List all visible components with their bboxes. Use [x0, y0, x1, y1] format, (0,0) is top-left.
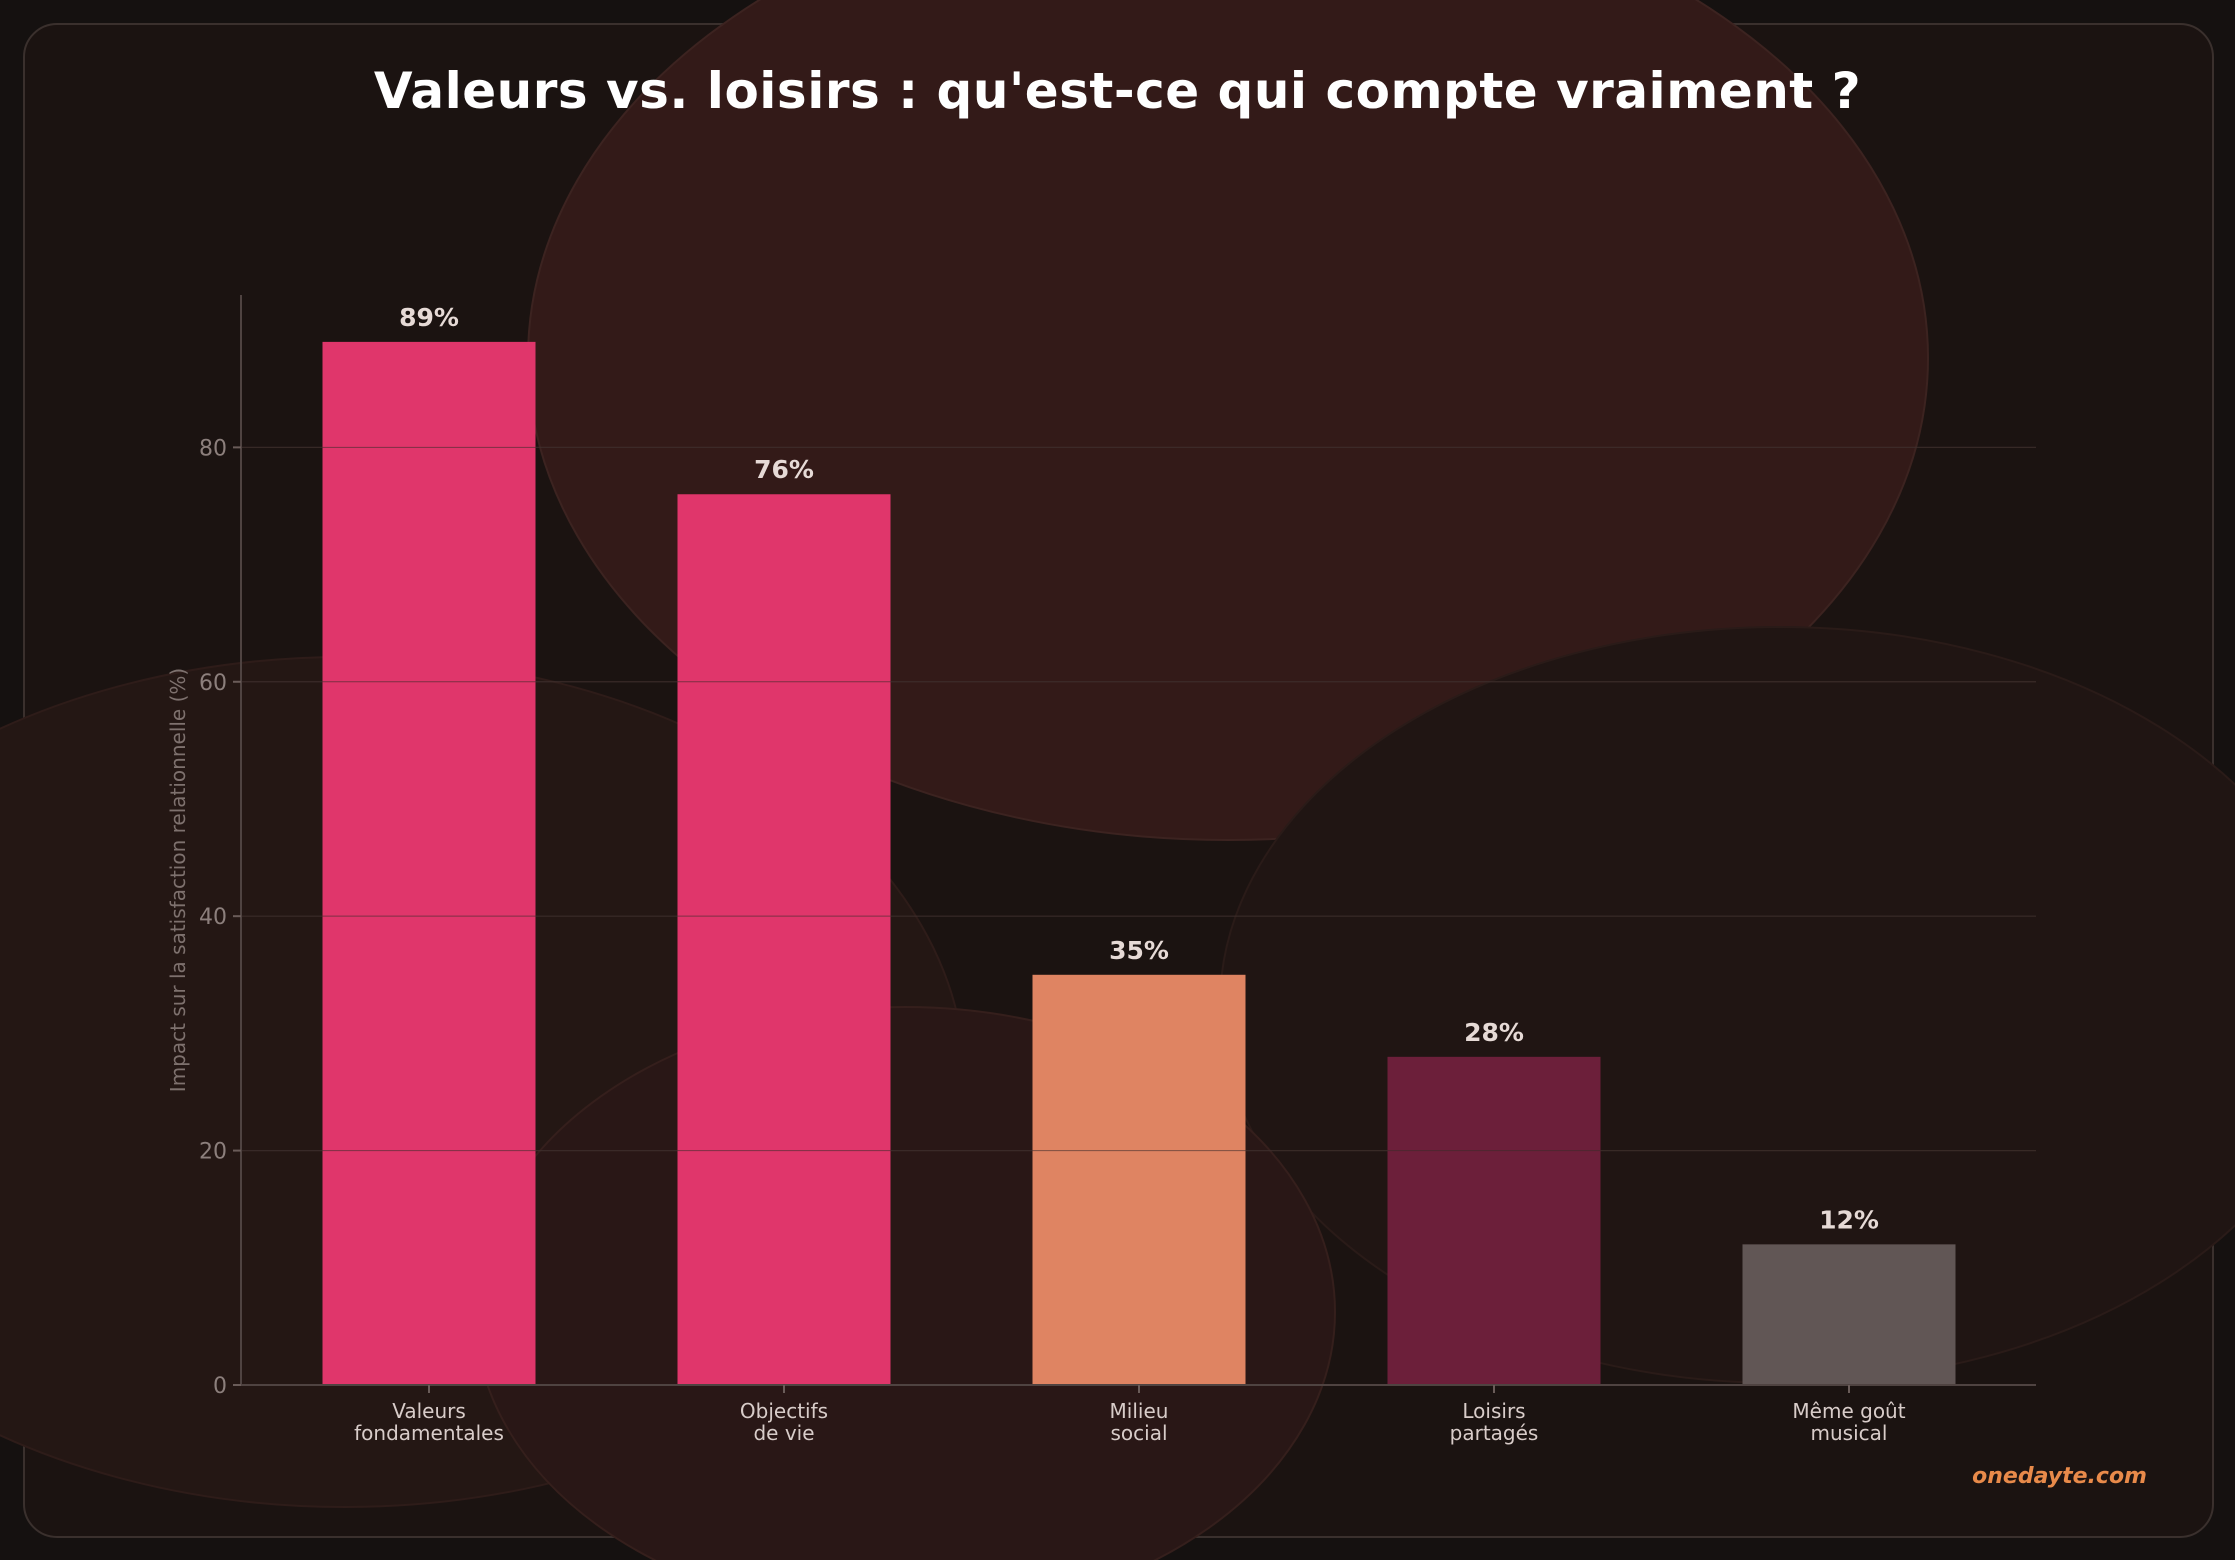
y-axis-label: Impact sur la satisfaction relationnelle… — [166, 668, 190, 1092]
chart-title: Valeurs vs. loisirs : qu'est-ce qui comp… — [373, 62, 1862, 120]
value-label-1: 76% — [754, 455, 814, 484]
bar-4 — [1742, 1244, 1956, 1385]
value-label-4: 12% — [1819, 1205, 1879, 1234]
y-tick-label-40: 40 — [199, 905, 227, 930]
value-label-2: 35% — [1109, 936, 1169, 965]
x-tick-label-0-1: fondamentales — [354, 1421, 504, 1445]
y-tick-label-0: 0 — [213, 1374, 227, 1399]
y-tick-label-20: 20 — [199, 1140, 227, 1165]
bar-2 — [1032, 974, 1246, 1385]
value-label-0: 89% — [399, 303, 459, 332]
y-tick-label-60: 60 — [199, 671, 227, 696]
x-tick-label-0-0: Valeurs — [392, 1399, 466, 1423]
bar-3 — [1387, 1056, 1601, 1385]
x-tick-label-1-0: Objectifs — [740, 1399, 828, 1423]
x-tick-label-4-0: Même goût — [1792, 1399, 1905, 1423]
bar-0 — [322, 341, 536, 1385]
x-tick-label-2-0: Milieu — [1110, 1399, 1169, 1423]
axes — [233, 295, 2036, 1393]
x-tick-label-1-1: de vie — [753, 1421, 814, 1445]
x-tick-label-2-1: social — [1110, 1421, 1167, 1445]
bars — [241, 341, 2036, 1385]
x-tick-label-4-1: musical — [1811, 1421, 1888, 1445]
brand-watermark: onedayte.com — [1972, 1464, 2147, 1489]
value-label-3: 28% — [1464, 1018, 1524, 1047]
bar-1 — [677, 494, 891, 1385]
x-tick-label-3-1: partagés — [1450, 1421, 1539, 1445]
y-tick-label-80: 80 — [199, 436, 227, 461]
x-tick-label-3-0: Loisirs — [1462, 1399, 1525, 1423]
labels: 0 20 40 60 80 Impact sur la satisfaction rela… — [166, 303, 1906, 1445]
